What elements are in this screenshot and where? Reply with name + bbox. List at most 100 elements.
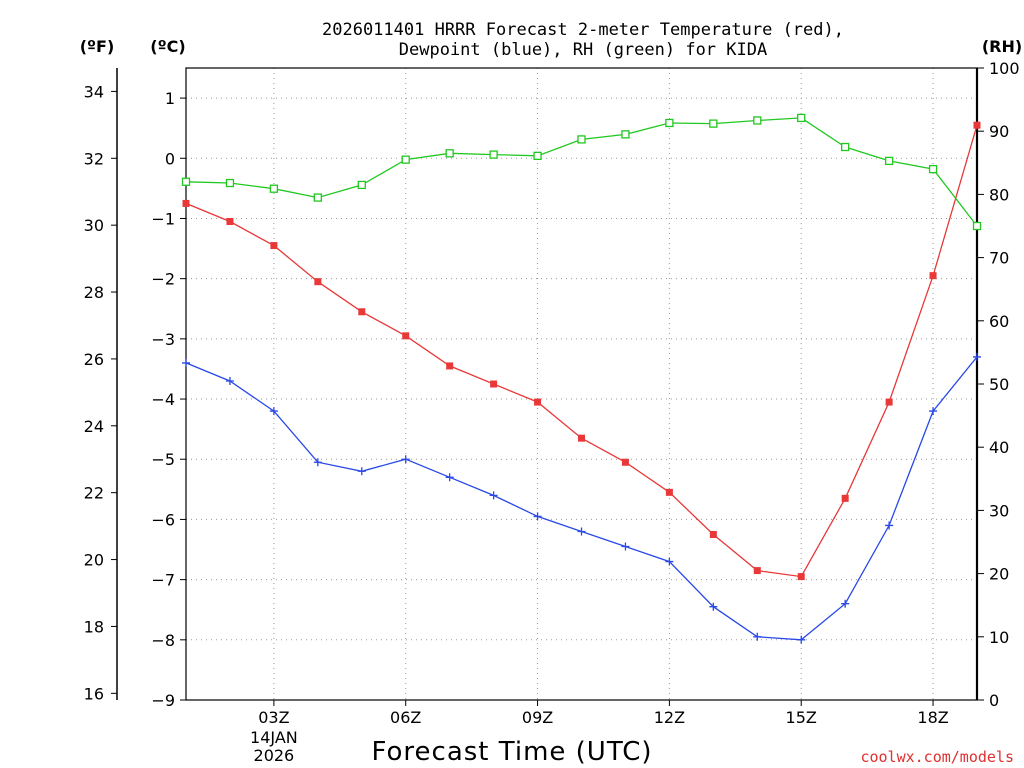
- x-tick-label: 12Z: [654, 708, 685, 727]
- fahrenheit-tick-label: 30: [84, 216, 104, 235]
- x-tick-label: 09Z: [522, 708, 553, 727]
- rh-unit-label: (RH): [982, 37, 1022, 56]
- rh-point: [533, 151, 542, 160]
- date-label: 2026: [254, 746, 295, 765]
- temperature-point: [665, 488, 673, 496]
- temperature-point: [578, 434, 585, 442]
- dewpoint-point: [797, 635, 806, 644]
- grid-lines: [186, 68, 977, 701]
- rh-tick-label: 60: [989, 312, 1009, 331]
- temperature-point: [314, 278, 322, 286]
- rh-point: [577, 135, 586, 144]
- rh-point: [841, 142, 850, 152]
- dewpoint-point: [489, 491, 498, 500]
- site-credit: coolwx.com/models: [860, 748, 1014, 766]
- rh-point: [753, 116, 762, 125]
- rh-point: [621, 130, 630, 139]
- celsius-tick-label: 0: [165, 149, 175, 168]
- chart-title-line-1: 2026011401 HRRR Forecast 2-meter Tempera…: [322, 20, 844, 40]
- celsius-tick-label: −7: [151, 571, 175, 590]
- dewpoint-point: [841, 599, 850, 608]
- dewpoint-point: [401, 455, 410, 464]
- rh-tick-label: 30: [989, 501, 1009, 520]
- chart-title-line-2: Dewpoint (blue), RH (green) for KIDA: [399, 40, 767, 60]
- dewpoint-point: [929, 407, 938, 416]
- rh-tick-label: 40: [989, 438, 1009, 457]
- rh-tick-label: 20: [989, 565, 1009, 584]
- fahrenheit-tick-label: 32: [84, 149, 104, 168]
- x-tick-label: 18Z: [917, 708, 948, 727]
- fahrenheit-tick-label: 34: [84, 82, 104, 101]
- celsius-tick-label: −5: [151, 450, 175, 469]
- x-tick-label: 06Z: [390, 708, 421, 727]
- fahrenheit-unit-label: (ºF): [80, 37, 115, 56]
- temperature-point: [885, 398, 893, 406]
- fahrenheit-tick-label: 24: [84, 417, 104, 436]
- rh-point: [357, 180, 366, 190]
- dewpoint-point: [182, 358, 190, 367]
- temperature-point: [797, 573, 805, 581]
- celsius-tick-label: −1: [151, 209, 175, 228]
- celsius-tick-label: 1: [165, 89, 175, 108]
- dewpoint-point: [885, 521, 894, 530]
- rh-point: [972, 221, 982, 231]
- rh-point: [181, 177, 191, 186]
- dewpoint-point: [621, 542, 630, 551]
- celsius-tick-label: −8: [151, 631, 175, 650]
- temperature-point: [182, 199, 190, 207]
- rh-tick-label: 100: [989, 59, 1020, 78]
- temperature-point: [709, 530, 717, 538]
- dewpoint-point: [269, 407, 278, 416]
- temperature-point: [534, 398, 542, 406]
- dewpoint-point: [665, 557, 674, 566]
- dewpoint-point: [753, 632, 762, 641]
- temperature-point: [929, 272, 937, 280]
- dewpoint-point: [225, 376, 234, 385]
- series-rh: [181, 113, 982, 231]
- rh-point: [797, 113, 806, 123]
- celsius-tick-label: −3: [151, 330, 175, 349]
- dewpoint-point: [445, 473, 454, 482]
- fahrenheit-tick-label: 28: [84, 283, 104, 302]
- rh-point: [269, 184, 279, 193]
- celsius-tick-label: −4: [151, 390, 175, 409]
- rh-point: [709, 119, 718, 128]
- temperature-point: [446, 362, 454, 370]
- rh-point: [225, 178, 235, 188]
- rh-tick-label: 90: [989, 122, 1009, 141]
- rh-tick-label: 70: [989, 249, 1009, 268]
- rh-tick-label: 10: [989, 628, 1009, 647]
- rh-point: [489, 150, 498, 159]
- dewpoint-point: [577, 527, 586, 536]
- date-label: 14JAN: [250, 728, 298, 747]
- x-tick-label: 15Z: [786, 708, 817, 727]
- dewpoint-point: [709, 602, 718, 611]
- celsius-tick-label: −2: [151, 270, 175, 289]
- plot-frame: [185, 67, 978, 701]
- rh-point: [665, 118, 674, 128]
- rh-tick-label: 50: [989, 375, 1009, 394]
- axes: 10−1−2−3−4−5−6−7−8−916182022242628303234…: [84, 59, 1020, 765]
- fahrenheit-tick-label: 22: [84, 484, 104, 503]
- fahrenheit-tick-label: 16: [84, 684, 104, 703]
- chart-title: 2026011401 HRRR Forecast 2-meter Tempera…: [322, 20, 844, 60]
- temperature-point: [490, 380, 498, 388]
- celsius-tick-label: −6: [151, 510, 175, 529]
- temperature-point: [270, 242, 278, 250]
- series-dewpoint: [182, 352, 981, 644]
- rh-point: [401, 155, 410, 164]
- temperature-point: [841, 494, 849, 502]
- series-temperature: [182, 121, 981, 581]
- celsius-tick-label: −9: [151, 691, 175, 710]
- dewpoint-point: [973, 352, 981, 361]
- x-tick-label: 03Z: [258, 708, 289, 727]
- temperature-point: [402, 332, 410, 340]
- x-axis-title: Forecast Time (UTC): [371, 737, 652, 767]
- dewpoint-point: [313, 458, 322, 467]
- fahrenheit-tick-label: 18: [84, 617, 104, 636]
- celsius-unit-label: (ºC): [150, 37, 185, 56]
- rh-tick-label: 0: [989, 691, 999, 710]
- rh-point: [445, 149, 454, 158]
- temperature-point: [973, 121, 981, 129]
